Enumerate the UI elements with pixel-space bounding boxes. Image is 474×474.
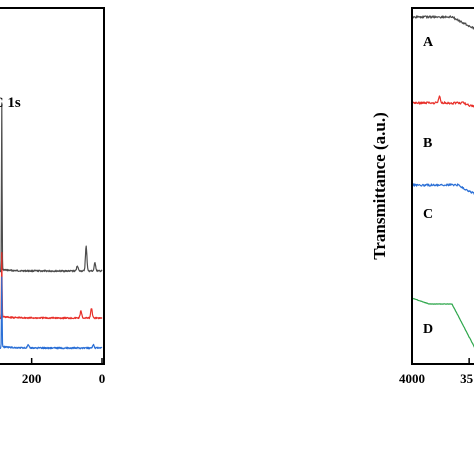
ftir-x-ticks: 4000 35 <box>399 358 474 386</box>
ftir-x-tick-label-1: 4000 <box>399 371 425 386</box>
xps-x-ticks: 200 0 <box>22 358 105 386</box>
xps-peak-labels: C 1s <box>0 95 21 111</box>
xps-series-line-2 <box>0 252 103 320</box>
ftir-series-line-a <box>411 15 474 31</box>
xps-x-tick-label-2: 0 <box>99 371 106 386</box>
xps-series-group <box>0 102 103 350</box>
ftir-series-labels: A B C D <box>423 35 434 337</box>
xps-plot-frame <box>0 7 105 365</box>
ftir-plot-frame <box>411 7 474 365</box>
ftir-series-label-a: A <box>423 35 434 50</box>
ftir-series-label-d: D <box>423 322 433 337</box>
ftir-y-axis-title: Transmittance (a.u.) <box>370 112 389 259</box>
ftir-x-tick-label-2: 35 <box>460 371 474 386</box>
ftir-series-line-d <box>411 297 474 348</box>
xps-series-line-1 <box>0 102 103 273</box>
xps-x-tick-label-1: 200 <box>22 371 42 386</box>
ftir-series-label-b: B <box>423 136 432 151</box>
ftir-series-line-c <box>411 183 474 196</box>
ftir-series-group <box>411 15 474 348</box>
ftir-series-label-c: C <box>423 207 433 222</box>
ftir-series-line-b <box>411 95 474 109</box>
ftir-panel: Transmittance (a.u.) 4000 35 A B C D <box>370 7 474 386</box>
xps-series-line-3 <box>0 276 103 350</box>
xps-peak-label-1: C 1s <box>0 95 21 111</box>
